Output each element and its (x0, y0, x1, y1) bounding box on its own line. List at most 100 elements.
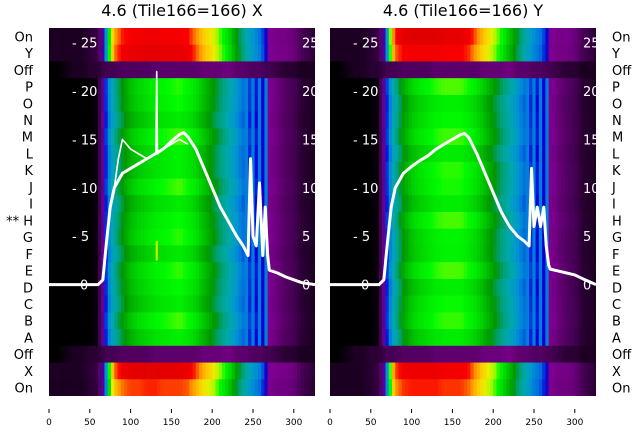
heatmap-cell (499, 78, 504, 96)
heatmap-cell (101, 362, 106, 380)
heatmap-cell (489, 61, 494, 79)
heatmap-cell (306, 145, 311, 163)
heatmap-cell (62, 245, 66, 263)
row-label: P (612, 81, 620, 96)
heatmap-cell (467, 161, 471, 180)
row-label: On (15, 30, 33, 45)
heatmap-cell (382, 278, 387, 297)
heatmap-cell (215, 362, 220, 380)
heatmap-cell (493, 329, 498, 347)
heatmap-cell (330, 329, 334, 347)
heatmap-cell (330, 245, 334, 263)
heatmap-cell (264, 329, 269, 347)
heatmap-cell (440, 329, 445, 347)
heatmap-cell (454, 111, 458, 129)
heatmap-cell (143, 94, 148, 113)
heatmap-cell (405, 212, 409, 230)
heatmap-cell (130, 212, 135, 230)
heatmap-cell (297, 94, 301, 113)
heatmap-cell (421, 379, 426, 396)
heatmap-cell (349, 44, 354, 63)
heatmap-cell (215, 379, 220, 396)
heatmap-cell (571, 111, 576, 129)
heatmap-cell (434, 145, 439, 163)
heatmap-cell (382, 78, 387, 96)
heatmap-cell (97, 195, 102, 213)
heatmap-cell (411, 212, 416, 230)
heatmap-cell (290, 362, 295, 380)
heatmap-cell (261, 295, 266, 313)
heatmap-cell (199, 178, 203, 196)
heatmap-cell (460, 28, 465, 46)
heatmap-cell (208, 295, 213, 313)
heatmap-cell (405, 128, 409, 146)
heatmap-cell (548, 379, 553, 396)
heatmap-cell (378, 61, 383, 79)
heatmap-cell (310, 245, 314, 263)
heatmap-cell (509, 329, 514, 347)
heatmap-cell (192, 161, 197, 180)
heatmap-cell (532, 161, 537, 180)
heatmap-cell (159, 312, 164, 330)
heatmap-cell (199, 195, 203, 213)
heatmap-cell (111, 61, 115, 79)
heatmap-cell (244, 379, 249, 396)
heatmap-cell (104, 94, 109, 113)
heatmap-cell (447, 312, 452, 330)
heatmap-cell (362, 111, 367, 129)
heatmap-cell (241, 78, 246, 96)
heatmap-cell (212, 379, 217, 396)
heatmap-cell (182, 94, 187, 113)
heatmap-cell (378, 128, 383, 146)
heatmap-cell (476, 228, 481, 247)
heatmap-cell (238, 178, 243, 196)
heatmap-cell (392, 379, 396, 396)
heatmap-cell (277, 329, 282, 347)
heatmap-cell (424, 362, 429, 380)
heatmap-cell (506, 262, 511, 280)
heatmap-cell (71, 228, 76, 247)
heatmap-cell (159, 78, 164, 96)
xtick-label: 100 (403, 418, 420, 428)
overlay-ytick-label: - 10 (72, 182, 97, 197)
heatmap-cell (228, 329, 233, 347)
heatmap-cell (173, 379, 177, 396)
heatmap-cell (107, 312, 112, 330)
heatmap-cell (58, 128, 63, 146)
heatmap-cell (440, 212, 445, 230)
heatmap-cell (81, 78, 86, 96)
heatmap-cell (120, 145, 125, 163)
heatmap-cell (156, 295, 161, 313)
heatmap-cell (437, 329, 442, 347)
heatmap-cell (581, 345, 586, 364)
heatmap-cell (542, 245, 547, 263)
heatmap-cell (486, 262, 491, 280)
heatmap-cell (176, 345, 181, 364)
heatmap-cell (97, 278, 102, 297)
heatmap-cell (84, 212, 89, 230)
heatmap-cell (130, 228, 135, 247)
heatmap-cell (538, 178, 543, 196)
heatmap-cell (581, 78, 586, 96)
heatmap-cell (221, 379, 226, 396)
heatmap-cell (179, 78, 184, 96)
heatmap-cell (130, 44, 135, 63)
heatmap-cell (516, 312, 520, 330)
heatmap-cell (117, 312, 122, 330)
heatmap-cell (238, 145, 243, 163)
heatmap-cell (499, 178, 504, 196)
heatmap-cell (251, 362, 256, 380)
heatmap-cell (418, 78, 422, 96)
heatmap-cell (333, 295, 338, 313)
heatmap-cell (270, 362, 275, 380)
heatmap-cell (450, 161, 455, 180)
heatmap-cell (75, 295, 79, 313)
heatmap-cell (532, 362, 537, 380)
heatmap-cell (401, 128, 406, 146)
heatmap-cell (280, 28, 285, 46)
heatmap-cell (215, 329, 220, 347)
row-label: M (612, 131, 623, 146)
heatmap-cell (52, 178, 57, 196)
heatmap-cell (561, 312, 566, 330)
heatmap-cell (137, 61, 141, 79)
